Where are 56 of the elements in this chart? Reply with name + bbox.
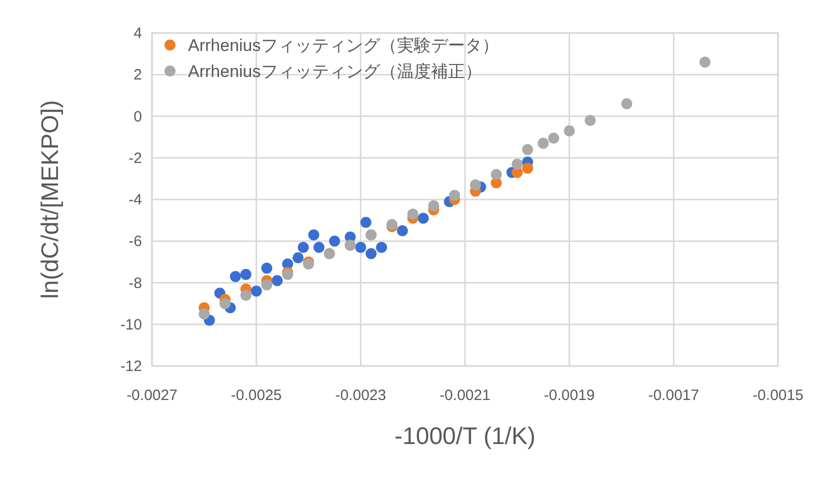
y-tick-label: -4 bbox=[128, 192, 142, 208]
x-tick-label: -0.0017 bbox=[648, 387, 700, 404]
y-tick-label: -10 bbox=[120, 316, 142, 334]
point bbox=[522, 144, 534, 156]
point bbox=[313, 242, 324, 253]
point bbox=[360, 216, 372, 228]
point bbox=[198, 308, 210, 320]
point bbox=[308, 229, 320, 240]
point bbox=[470, 179, 481, 190]
x-axis-title: -1000/T (1/K) bbox=[394, 423, 536, 450]
point bbox=[303, 258, 314, 270]
y-tick-label: -12 bbox=[120, 358, 142, 375]
x-tick-label: -0.0023 bbox=[335, 387, 386, 404]
point bbox=[240, 290, 252, 301]
point bbox=[699, 56, 710, 68]
point bbox=[386, 218, 398, 230]
point bbox=[376, 242, 388, 253]
point bbox=[366, 248, 377, 260]
point bbox=[418, 212, 429, 224]
point bbox=[220, 298, 231, 310]
point bbox=[261, 262, 272, 274]
y-tick-label: -2 bbox=[128, 150, 142, 167]
point bbox=[396, 225, 408, 236]
point bbox=[298, 242, 309, 253]
y-tick-label: 0 bbox=[134, 108, 142, 126]
x-tick-label: -0.0021 bbox=[440, 387, 490, 404]
x-tick-label: -0.0027 bbox=[126, 387, 178, 404]
point bbox=[407, 208, 418, 220]
point bbox=[538, 138, 549, 149]
point bbox=[355, 242, 366, 253]
y-tick-label: -8 bbox=[128, 274, 142, 292]
point bbox=[428, 200, 440, 212]
point bbox=[230, 271, 241, 282]
point bbox=[292, 252, 304, 264]
y-axis-title: ln(dC/dt/[MEKPO]) bbox=[37, 100, 64, 299]
y-tick-label: 4 bbox=[134, 25, 142, 42]
point bbox=[449, 190, 460, 201]
x-tick-label: -0.0015 bbox=[752, 387, 804, 404]
point bbox=[250, 286, 262, 297]
y-tick-label: 2 bbox=[134, 66, 142, 84]
point bbox=[261, 279, 272, 290]
point bbox=[522, 162, 534, 174]
x-tick-label: -0.0025 bbox=[230, 387, 282, 404]
point bbox=[490, 169, 502, 180]
legend-label: Arrheniusフィッティング（実験データ） bbox=[188, 36, 499, 55]
point bbox=[329, 236, 340, 247]
point bbox=[621, 98, 632, 110]
point bbox=[272, 275, 283, 286]
point bbox=[564, 125, 575, 136]
point bbox=[584, 114, 596, 126]
point bbox=[548, 132, 560, 144]
x-tick-label: -0.0019 bbox=[544, 387, 595, 404]
point bbox=[240, 268, 252, 280]
point bbox=[512, 158, 523, 170]
y-tick-label: -6 bbox=[128, 233, 142, 250]
legend-label: Arrheniusフィッティング（温度補正） bbox=[188, 62, 482, 81]
